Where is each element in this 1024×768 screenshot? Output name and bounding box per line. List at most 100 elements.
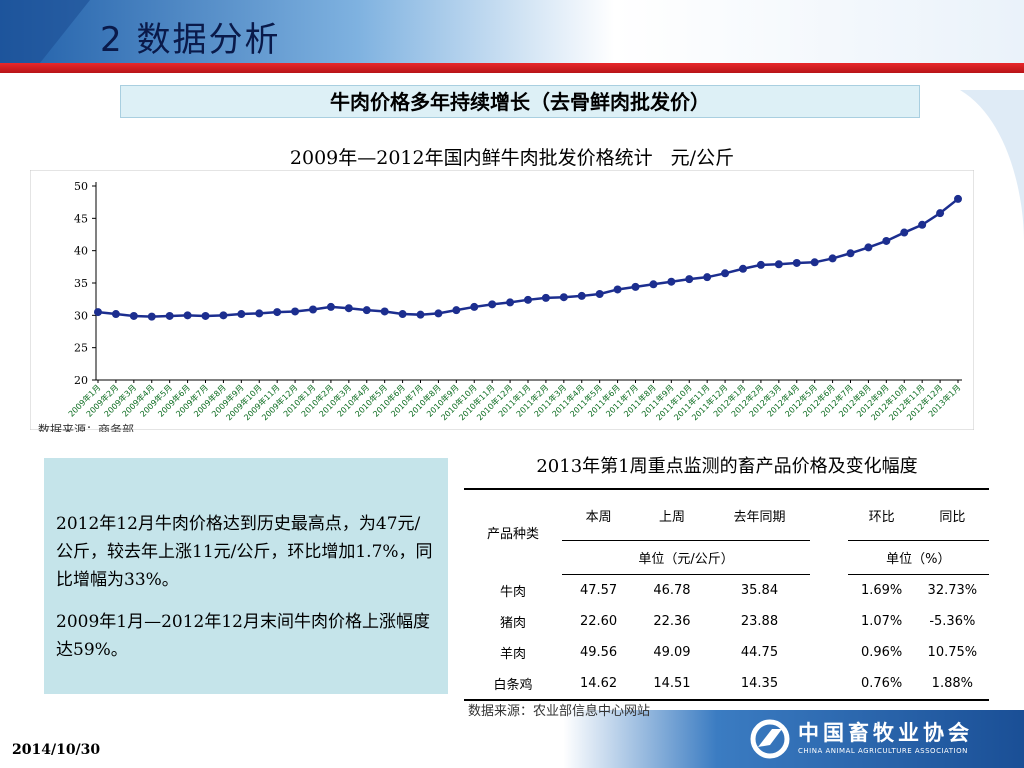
data-point: [470, 302, 479, 311]
data-point: [524, 295, 532, 304]
y-tick-label: 45: [74, 212, 88, 225]
data-point: [398, 310, 407, 319]
price-table: 产品种类 本周 上周 去年同期 环比 同比 单位（元/公斤） 单位（%） 牛肉 4…: [464, 488, 989, 701]
unit-gap: [810, 541, 847, 575]
data-point: [792, 258, 801, 267]
data-point: [291, 307, 300, 316]
summary-textbox: 2012年12月牛肉价格达到历史最高点，为47元/公斤，较去年上涨11元/公斤，…: [44, 458, 448, 694]
cell-last-week: 49.09: [653, 645, 691, 660]
chart-source-note: 数据来源：商务部: [38, 423, 135, 432]
header-mom: 环比: [868, 509, 895, 525]
cell-this-week: 47.57: [579, 583, 618, 598]
y-tick-label: 35: [74, 277, 88, 290]
data-point: [810, 258, 819, 267]
cell-name: 牛肉: [499, 584, 526, 600]
cell-last-year: 44.75: [740, 645, 779, 660]
y-tick-label: 20: [74, 374, 88, 387]
data-point: [273, 308, 282, 317]
data-point: [882, 236, 891, 245]
data-point: [183, 311, 192, 320]
cell-yoy: 1.88%: [915, 668, 989, 701]
header-this-week: 本周: [585, 509, 612, 525]
data-point: [739, 264, 747, 273]
data-point: [631, 282, 640, 291]
data-point: [721, 269, 730, 278]
summary-paragraph-1: 2012年12月牛肉价格达到历史最高点，为47元/公斤，较去年上涨11元/公斤，…: [56, 514, 433, 590]
data-point: [667, 277, 676, 286]
cell-this-week: 49.56: [579, 645, 618, 660]
data-point: [774, 260, 783, 269]
data-point: [703, 273, 712, 282]
cell-last-week: 46.78: [653, 583, 691, 598]
table-title: 2013年第1周重点监测的畜产品价格及变化幅度: [536, 456, 918, 477]
header-last-week: 上周: [658, 509, 685, 525]
header-product: 产品种类: [486, 526, 539, 542]
chart-title: 2009年—2012年国内鲜牛肉批发价格统计 元/公斤: [0, 143, 1024, 170]
table-row: 羊肉 49.56 49.09 44.75 0.96% 10.75%: [464, 637, 989, 668]
data-point: [846, 249, 855, 258]
cell-yoy: 10.75%: [927, 645, 978, 660]
data-point: [756, 260, 765, 269]
data-point: [380, 307, 389, 316]
y-tick-label: 30: [74, 309, 88, 322]
data-point: [309, 305, 317, 314]
y-tick-label: 25: [74, 342, 88, 355]
data-point: [506, 298, 515, 307]
association-logo: 中国畜牧业协会 CHINA ANIMAL AGRICULTURE ASSOCIA…: [750, 717, 1010, 763]
cell-yoy: 32.73%: [927, 583, 978, 598]
data-point: [219, 311, 228, 320]
slide-date: 2014/10/30: [12, 742, 101, 758]
table-units-row: 单位（元/公斤） 单位（%）: [464, 540, 989, 575]
cell-gap: [810, 575, 847, 607]
chart-title-text: 2009年—2012年国内鲜牛肉批发价格统计: [289, 147, 653, 169]
section-title: 2 数据分析: [100, 20, 281, 60]
title-divider: [0, 63, 1024, 73]
data-point: [201, 311, 210, 320]
unit-price: 单位（元/公斤）: [561, 540, 811, 575]
logo-mark-icon: [750, 719, 790, 759]
table-row: 牛肉 47.57 46.78 35.84 1.69% 32.73%: [464, 575, 989, 607]
chart-unit: 元/公斤: [670, 147, 735, 169]
logo-subtitle: CHINA ANIMAL AGRICULTURE ASSOCIATION: [798, 747, 968, 755]
data-point: [595, 289, 604, 298]
header-last-year: 去年同期: [733, 509, 786, 525]
cell-this-week: 22.60: [579, 614, 618, 629]
table-row: 白条鸡 14.62 14.51 14.35 0.76% 1.88%: [464, 668, 989, 701]
cell-last-week: 14.51: [635, 668, 709, 701]
y-tick-label: 40: [74, 245, 88, 258]
data-point: [900, 228, 909, 237]
data-point: [936, 209, 945, 218]
chart-area: [30, 170, 974, 430]
cell-yoy: -5.36%: [929, 614, 976, 629]
cell-mom: 1.07%: [860, 614, 903, 629]
data-point: [864, 243, 873, 252]
cell-mom: 0.96%: [860, 645, 903, 660]
data-point: [613, 285, 622, 294]
cell-last-year: 14.35: [708, 668, 811, 701]
cell-gap: [810, 606, 847, 637]
header-yoy: 同比: [939, 509, 966, 525]
data-point: [129, 311, 138, 320]
data-point: [111, 310, 120, 319]
cell-name: 猪肉: [499, 616, 526, 631]
data-point: [362, 306, 371, 315]
cell-gap: [810, 668, 848, 701]
summary-paragraph-2: 2009年1月—2012年12月末间牛肉价格上涨幅度达59%。: [56, 612, 430, 660]
cell-last-year: 23.88: [740, 614, 779, 629]
header-gap: [810, 489, 847, 541]
cell-name: 白条鸡: [464, 668, 562, 701]
cell-mom: 1.69%: [860, 583, 903, 598]
cell-mom: 0.76%: [847, 668, 916, 701]
data-point: [828, 254, 837, 263]
table-row: 猪肉 22.60 22.36 23.88 1.07% -5.36%: [464, 606, 989, 637]
cell-last-year: 35.84: [740, 583, 779, 598]
data-point: [577, 291, 586, 300]
unit-pct: 单位（%）: [847, 540, 989, 575]
data-point: [165, 311, 174, 320]
data-point: [434, 309, 443, 318]
table-source: 数据来源：农业部信息中心网站: [468, 704, 651, 719]
data-point: [452, 306, 461, 315]
data-point: [147, 312, 156, 321]
cell-last-week: 22.36: [653, 614, 691, 629]
